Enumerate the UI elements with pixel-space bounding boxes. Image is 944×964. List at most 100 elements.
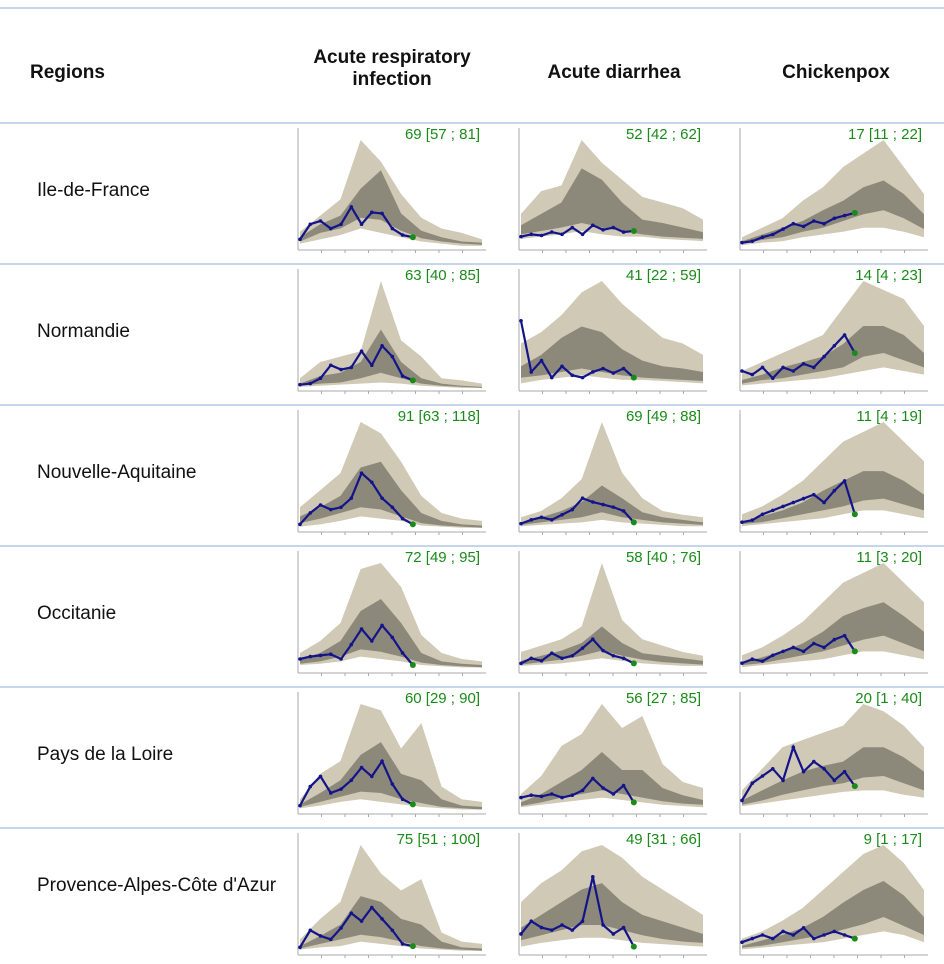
observed-point xyxy=(842,213,847,218)
observed-point xyxy=(770,232,775,237)
observed-point xyxy=(750,518,755,522)
last-point xyxy=(851,350,858,356)
estimate-label: 17 [11 ; 22] xyxy=(848,126,922,143)
header: Acute respiratory infection xyxy=(313,47,471,90)
observed-point xyxy=(791,369,796,373)
observed-point xyxy=(770,376,775,381)
observed-point xyxy=(529,793,534,797)
observed-point xyxy=(539,659,544,663)
observed-point xyxy=(549,651,554,656)
observed-point xyxy=(339,787,343,791)
observed-point xyxy=(370,774,374,779)
estimate-label: 20 [1 ; 40] xyxy=(855,690,922,707)
last-point xyxy=(409,377,416,384)
observed-point xyxy=(740,661,744,665)
observed-point xyxy=(580,788,585,793)
observed-point xyxy=(349,205,354,209)
observed-point xyxy=(801,649,806,654)
observed-point xyxy=(400,797,405,802)
inner-band xyxy=(521,326,703,382)
observed-point xyxy=(539,358,544,363)
last-point xyxy=(630,227,637,234)
outer-band xyxy=(742,422,924,527)
last-point xyxy=(851,935,858,942)
observed-point xyxy=(400,233,405,237)
inner-band xyxy=(521,626,703,665)
observed-point xyxy=(400,942,405,946)
last-point xyxy=(851,511,858,518)
observed-point xyxy=(359,765,364,770)
observed-point xyxy=(822,933,826,937)
observed-point xyxy=(370,639,374,643)
estimate-label: 9 [1 ; 17] xyxy=(863,831,922,848)
observed-point xyxy=(529,656,534,661)
observed-point xyxy=(328,507,333,512)
observed-point xyxy=(822,645,826,650)
observed-point xyxy=(390,928,395,933)
observed-point xyxy=(560,656,564,661)
header: Regions xyxy=(30,62,105,83)
last-point xyxy=(409,521,416,528)
observed-point xyxy=(308,381,313,386)
estimate-label: 60 [29 ; 90] xyxy=(404,690,480,707)
observed-point xyxy=(570,653,575,658)
observed-point xyxy=(318,934,323,938)
observed-point xyxy=(832,344,837,348)
observed-point xyxy=(812,936,816,941)
observed-point xyxy=(842,633,847,638)
observed-point xyxy=(298,803,302,808)
region-label: Nouvelle-Aquitaine xyxy=(37,462,197,483)
observed-point xyxy=(750,239,755,244)
observed-point xyxy=(740,520,744,524)
observed-point xyxy=(570,928,575,932)
observed-point xyxy=(370,210,374,215)
observed-point xyxy=(812,641,816,646)
observed-point xyxy=(308,511,313,515)
observed-point xyxy=(539,925,544,930)
observed-point xyxy=(842,479,847,483)
observed-point xyxy=(801,926,806,930)
observed-point xyxy=(339,222,343,227)
outer-band xyxy=(742,140,924,246)
observed-point xyxy=(750,372,755,377)
observed-point xyxy=(349,642,354,647)
observed-point xyxy=(740,798,744,803)
estimate-label: 14 [4 ; 23] xyxy=(855,267,922,284)
observed-line xyxy=(741,333,856,380)
observed-line xyxy=(741,478,856,524)
observed-point xyxy=(822,354,826,359)
observed-point xyxy=(591,370,595,374)
observed-point xyxy=(529,370,534,374)
observed-point xyxy=(591,223,595,228)
observed-point xyxy=(591,776,595,781)
row-rule xyxy=(0,827,944,829)
observed-point xyxy=(770,936,775,941)
observed-point xyxy=(529,232,534,237)
row-rule xyxy=(0,404,944,406)
observed-point xyxy=(591,874,595,879)
observed-point xyxy=(359,919,364,923)
observed-line xyxy=(520,876,635,948)
observed-point xyxy=(359,349,364,354)
outer-band xyxy=(521,422,703,527)
last-point xyxy=(630,660,637,667)
observed-point xyxy=(318,219,323,223)
observed-point xyxy=(339,657,343,661)
observed-point xyxy=(770,508,775,513)
observed-point xyxy=(390,782,395,786)
observed-line xyxy=(299,471,414,526)
inner-band xyxy=(521,168,703,239)
observed-point xyxy=(750,936,755,941)
last-point xyxy=(851,783,858,790)
observed-point xyxy=(812,759,816,764)
observed-point xyxy=(539,515,544,520)
observed-point xyxy=(359,222,364,227)
inner-band xyxy=(742,602,924,666)
observed-point xyxy=(570,793,575,797)
estimate-label: 69 [57 ; 81] xyxy=(404,126,480,143)
observed-point xyxy=(791,933,796,937)
outer-band xyxy=(742,845,924,950)
observed-line xyxy=(741,743,856,802)
